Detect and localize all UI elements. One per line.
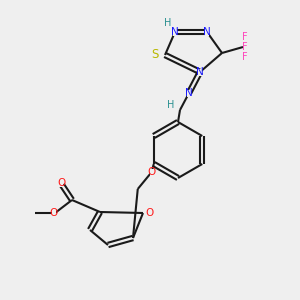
FancyBboxPatch shape (147, 209, 151, 217)
FancyBboxPatch shape (52, 209, 56, 217)
Text: O: O (145, 208, 153, 218)
FancyBboxPatch shape (149, 169, 154, 176)
Text: N: N (203, 27, 211, 37)
FancyBboxPatch shape (187, 89, 191, 97)
Text: O: O (148, 167, 156, 177)
FancyBboxPatch shape (166, 20, 170, 26)
Text: F: F (242, 42, 248, 52)
Text: F: F (242, 52, 248, 62)
Text: O: O (50, 208, 58, 218)
FancyBboxPatch shape (169, 101, 173, 109)
FancyBboxPatch shape (198, 68, 202, 76)
Text: N: N (196, 67, 204, 77)
Text: S: S (151, 49, 159, 62)
Text: N: N (171, 27, 179, 37)
FancyBboxPatch shape (205, 28, 209, 35)
Text: O: O (57, 178, 65, 188)
Text: N: N (185, 88, 193, 98)
Text: H: H (164, 18, 172, 28)
Text: H: H (167, 100, 175, 110)
FancyBboxPatch shape (153, 52, 157, 58)
Text: F: F (242, 32, 248, 42)
FancyBboxPatch shape (173, 28, 177, 35)
FancyBboxPatch shape (59, 179, 63, 187)
